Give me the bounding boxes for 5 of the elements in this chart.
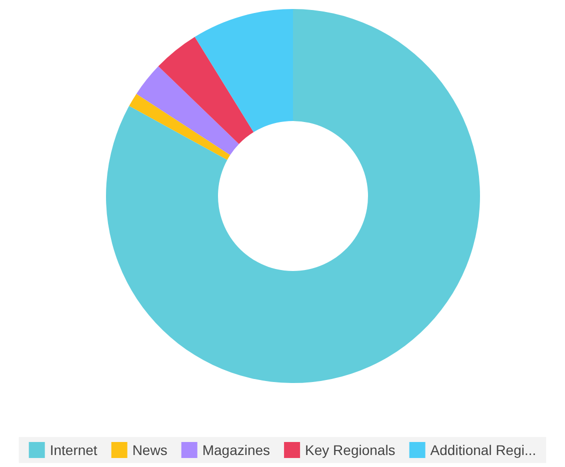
legend-label: Magazines [202,442,270,458]
legend-label: Internet [50,442,98,458]
legend-label: News [132,442,168,458]
legend-label: Key Regionals [305,442,396,458]
legend-label: Additional Regi... [430,442,536,458]
